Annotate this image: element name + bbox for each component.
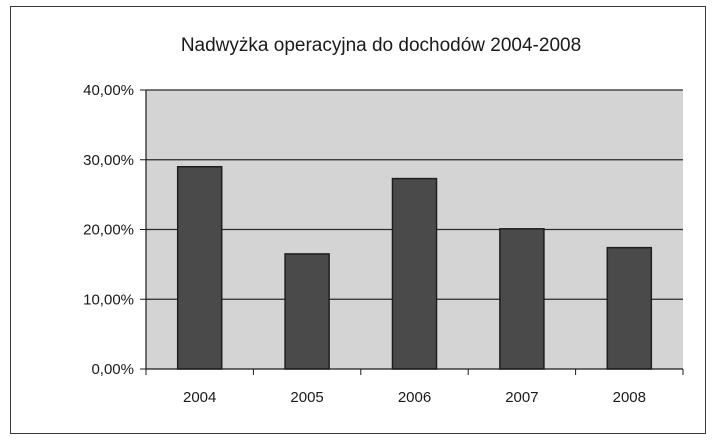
y-tick-label: 10,00%: [83, 291, 134, 308]
chart-title: Nadwyżka operacyjna do dochodów 2004-200…: [181, 35, 581, 56]
y-tick-label: 20,00%: [83, 222, 134, 239]
x-tick-label: 2005: [290, 389, 323, 406]
bar-2005: [284, 253, 330, 370]
bar-2007: [499, 228, 545, 370]
bar-2004: [176, 165, 223, 370]
x-tick-label: 2004: [183, 389, 216, 406]
bar-2006: [391, 177, 438, 370]
chart-frame: Nadwyżka operacyjna do dochodów 2004-200…: [10, 6, 706, 434]
y-axis-tick-labels: 0,00% 10,00% 20,00% 30,00% 40,00%: [83, 82, 134, 378]
bar-2008: [606, 246, 653, 370]
y-tick-label: 30,00%: [83, 152, 134, 169]
bars: [176, 165, 653, 370]
x-axis-tick-labels: 2004 2005 2006 2007 2008: [183, 389, 646, 406]
bar-chart: Nadwyżka operacyjna do dochodów 2004-200…: [83, 35, 684, 406]
axes: [140, 89, 684, 375]
x-tick-label: 2008: [613, 389, 646, 406]
x-tick-label: 2007: [505, 389, 538, 406]
x-tick-label: 2006: [398, 389, 431, 406]
y-tick-label: 40,00%: [83, 82, 134, 99]
y-tick-label: 0,00%: [91, 361, 134, 378]
